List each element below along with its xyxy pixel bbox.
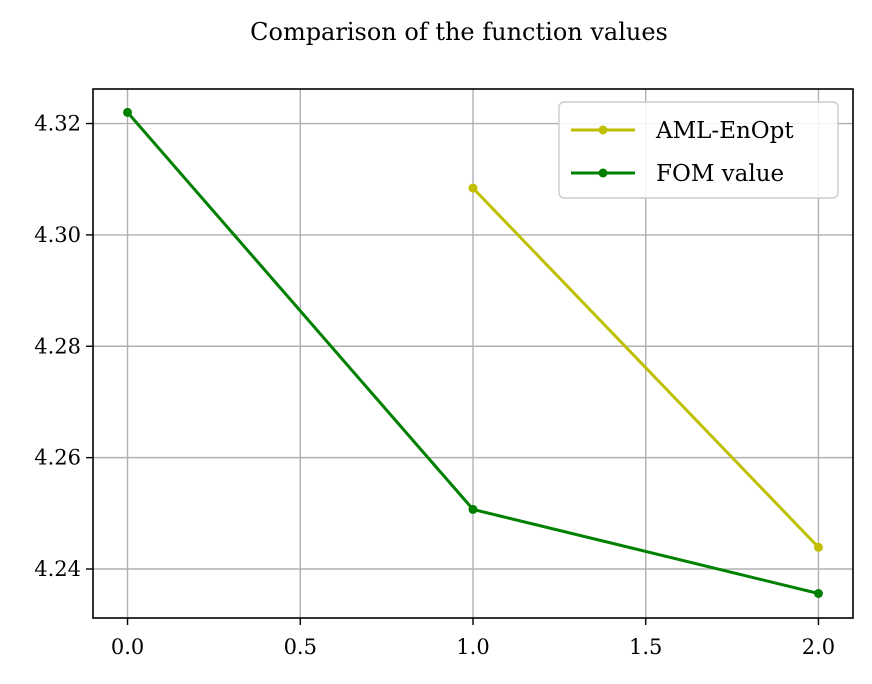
y-tick-label: 4.24 xyxy=(34,557,81,581)
data-point-aml-enopt xyxy=(813,542,823,552)
x-tick-label: 2.0 xyxy=(802,635,835,659)
x-tick-label: 1.0 xyxy=(456,635,489,659)
legend: AML-EnOpt FOM value xyxy=(558,101,839,199)
x-tick-label: 0.0 xyxy=(111,635,144,659)
legend-label: FOM value xyxy=(656,161,784,187)
data-point-fom-value xyxy=(123,107,133,117)
y-tick-label: 4.26 xyxy=(34,446,81,470)
series-layer xyxy=(123,107,823,598)
data-point-fom-value xyxy=(468,504,478,514)
x-tick-label: 0.5 xyxy=(284,635,317,659)
chart-title: Comparison of the function values xyxy=(250,18,668,46)
y-axis: 4.24 4.26 4.28 4.30 4.32 xyxy=(34,112,93,581)
x-tick-label: 1.5 xyxy=(629,635,662,659)
series-line-aml-enopt xyxy=(471,187,820,549)
data-point-aml-enopt xyxy=(468,183,478,193)
legend-label: AML-EnOpt xyxy=(655,118,794,144)
y-tick-label: 4.30 xyxy=(34,223,81,247)
y-tick-label: 4.28 xyxy=(34,334,81,358)
x-axis: 0.0 0.5 1.0 1.5 2.0 xyxy=(111,618,835,659)
y-tick-label: 4.32 xyxy=(34,112,81,136)
legend-marker xyxy=(598,168,608,178)
legend-marker xyxy=(598,125,608,135)
data-point-fom-value xyxy=(813,588,823,598)
